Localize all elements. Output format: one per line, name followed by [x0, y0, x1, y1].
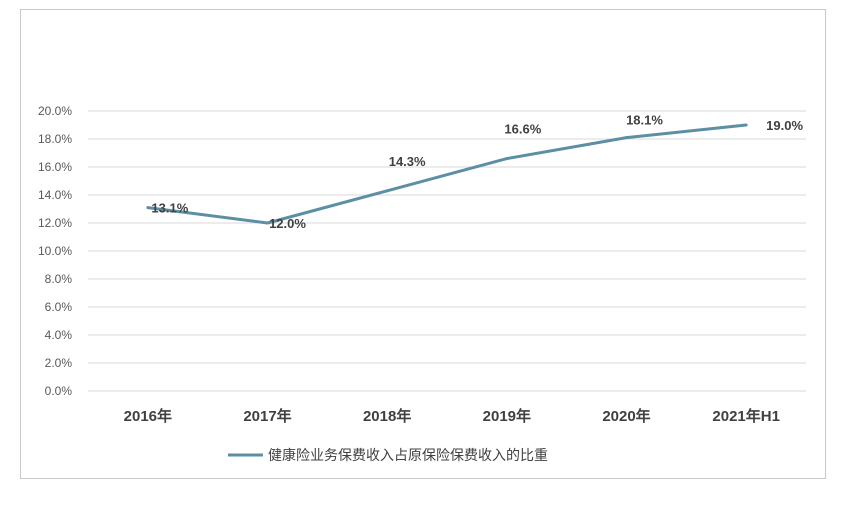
y-tick-label: 8.0%: [45, 272, 73, 286]
data-point: [266, 221, 269, 225]
data-label: 18.1%: [626, 113, 663, 128]
data-point: [385, 189, 389, 193]
y-axis-ticks: 0.0% 2.0% 4.0% 6.0% 8.0% 10.0% 12.0% 14.0% 16.0%…: [38, 104, 72, 398]
data-label: 14.3%: [389, 154, 426, 169]
x-tick-label: 2020年: [602, 407, 650, 425]
y-tick-label: 6.0%: [45, 300, 73, 314]
data-point: [505, 157, 509, 161]
y-tick-label: 14.0%: [38, 188, 72, 202]
x-tick-label: 2016年: [124, 407, 172, 425]
data-labels: 13.1% 12.0% 14.3% 16.6% 18.1% 19.0%: [151, 113, 803, 231]
y-tick-label: 10.0%: [38, 244, 72, 258]
y-tick-label: 20.0%: [38, 104, 72, 118]
series-line: [147, 123, 747, 225]
x-axis-ticks: 2016年 2017年 2018年 2019年 2020年 2021年H1: [124, 407, 780, 425]
data-point: [744, 123, 748, 127]
y-tick-label: 0.0%: [45, 384, 73, 398]
data-label: 13.1%: [151, 201, 188, 216]
x-tick-label: 2019年: [483, 407, 531, 425]
y-tick-label: 18.0%: [38, 132, 72, 146]
legend-label: 健康险业务保费收入占原保险保费收入的比重: [268, 447, 548, 463]
y-tick-label: 4.0%: [45, 328, 73, 342]
data-label: 12.0%: [269, 216, 306, 231]
y-tick-label: 12.0%: [38, 216, 72, 230]
y-tick-label: 2.0%: [45, 356, 73, 370]
x-tick-label: 2021年H1: [712, 407, 780, 425]
y-tick-label: 16.0%: [38, 160, 72, 174]
chart-frame: [20, 9, 826, 479]
data-point: [146, 206, 150, 210]
data-label: 19.0%: [766, 118, 803, 133]
x-tick-label: 2018年: [363, 407, 411, 425]
x-tick-label: 2017年: [243, 407, 291, 425]
series-group: [146, 123, 748, 225]
legend: 健康险业务保费收入占原保险保费收入的比重: [228, 447, 548, 463]
data-label: 16.6%: [504, 122, 541, 137]
data-point: [625, 136, 628, 140]
gridlines: [88, 110, 806, 392]
